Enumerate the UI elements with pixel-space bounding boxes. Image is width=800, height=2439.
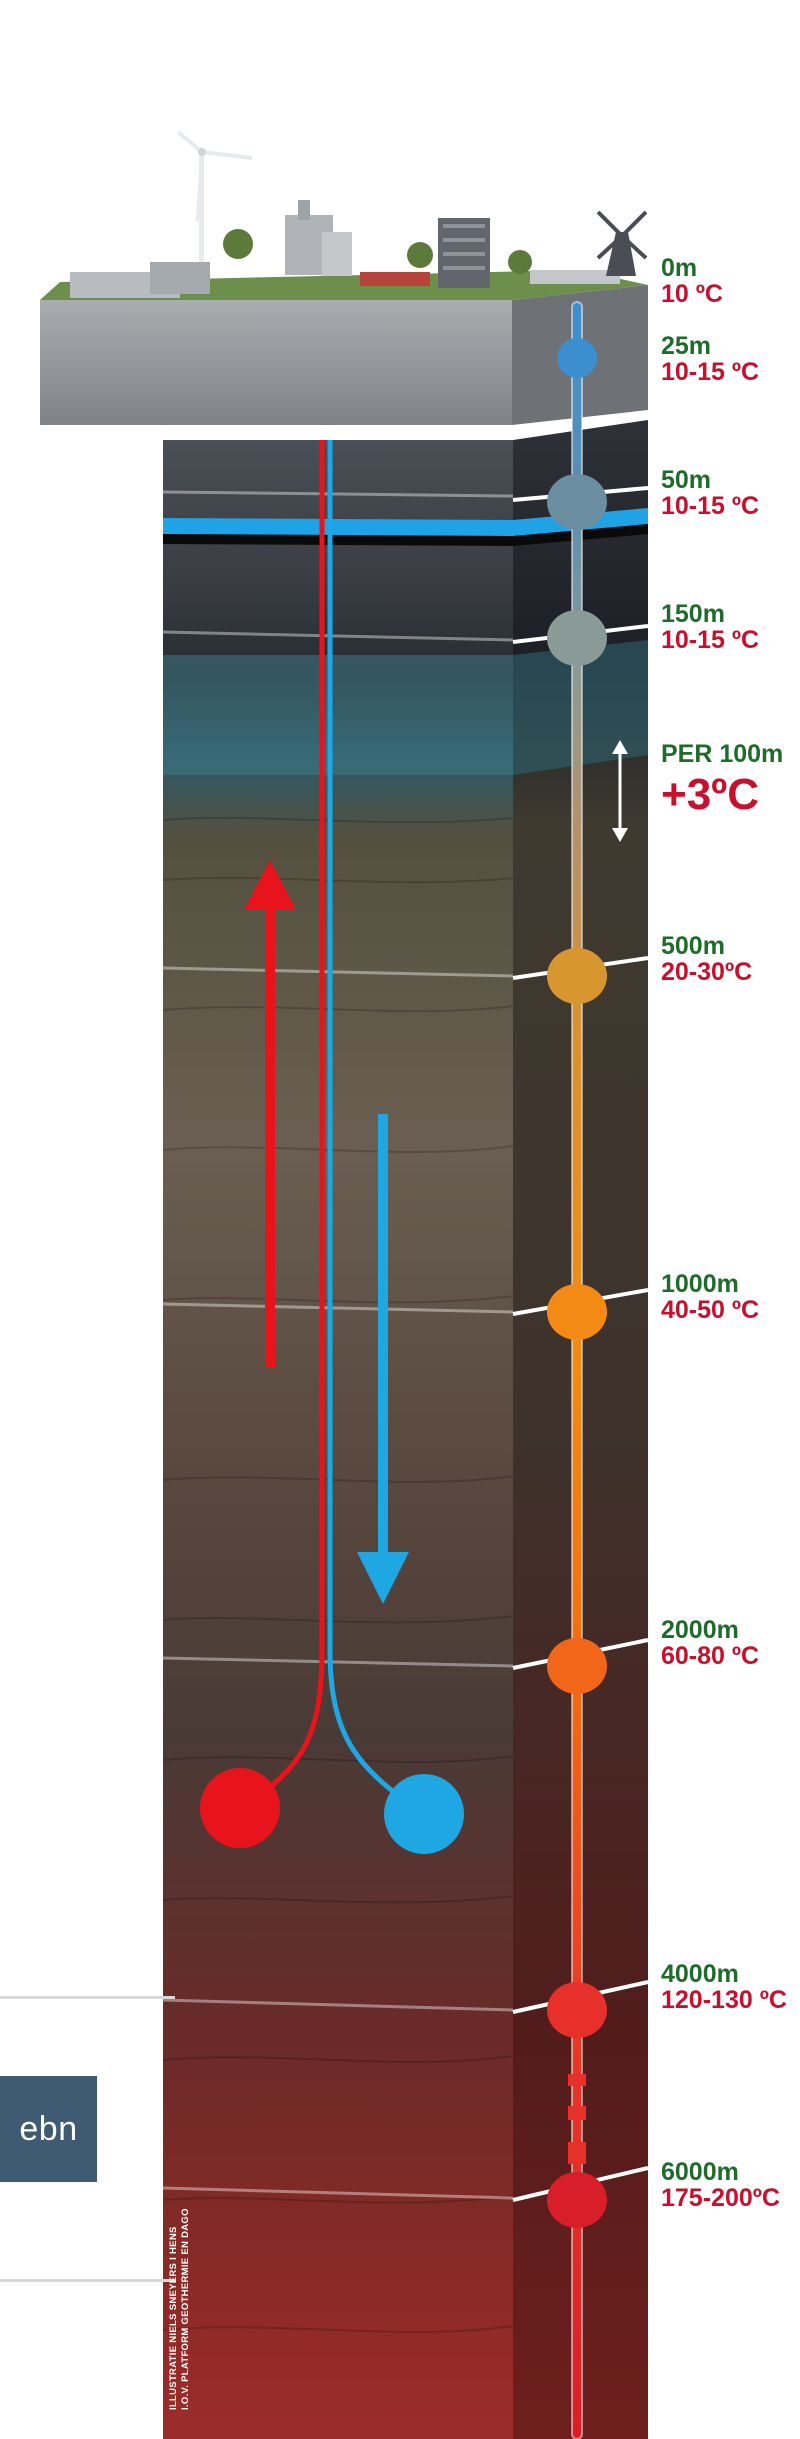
hot-water-up-arrow <box>244 860 296 1368</box>
depth-label-2000m: 2000m 60-80 ºC <box>661 1616 760 1670</box>
depth-label-4000m: 4000m 120-130 ºC <box>661 1960 787 2014</box>
apartment-building-icon <box>438 218 490 288</box>
thermometer-scale <box>547 301 607 2439</box>
gradient-double-arrow <box>612 740 628 842</box>
depth-label-25m: 25m 10-15 ºC <box>661 332 760 386</box>
hot-reservoir <box>200 1768 280 1848</box>
illustration-credit: ILLUSTRATIE NIELS SNEYERS I HENS I.O.V. … <box>168 2208 191 2410</box>
depth-label-0m: 0m 10 ºC <box>661 254 723 308</box>
depth-label-50m: 50m 10-15 ºC <box>661 466 760 520</box>
aquifer-band <box>163 655 513 775</box>
tree-icon <box>223 229 532 274</box>
depth-label-500m: 500m 20-30ºC <box>661 932 753 986</box>
depth-lines <box>162 490 514 2200</box>
houses <box>360 270 620 286</box>
ebn-logo: ebn <box>0 2076 97 2182</box>
wind-turbine-icon <box>176 130 253 274</box>
depth-label-6000m: 6000m 175-200ºC <box>661 2158 780 2212</box>
depth-label-150m: 150m 10-15 ºC <box>661 600 760 654</box>
surface-slab-front <box>40 300 512 425</box>
strata-lines <box>162 816 514 2334</box>
divider-bottom <box>0 2279 175 2282</box>
windmill-icon <box>596 210 648 276</box>
gradient-label: PER 100m +3ºC <box>661 740 784 819</box>
cold-water-down-arrow <box>357 1114 409 1604</box>
groundwater-layer <box>163 508 648 536</box>
depth-label-1000m: 1000m 40-50 ºC <box>661 1270 760 1324</box>
cold-reservoir <box>384 1774 464 1854</box>
factory-icon <box>70 200 352 298</box>
divider-top <box>0 1996 175 1999</box>
